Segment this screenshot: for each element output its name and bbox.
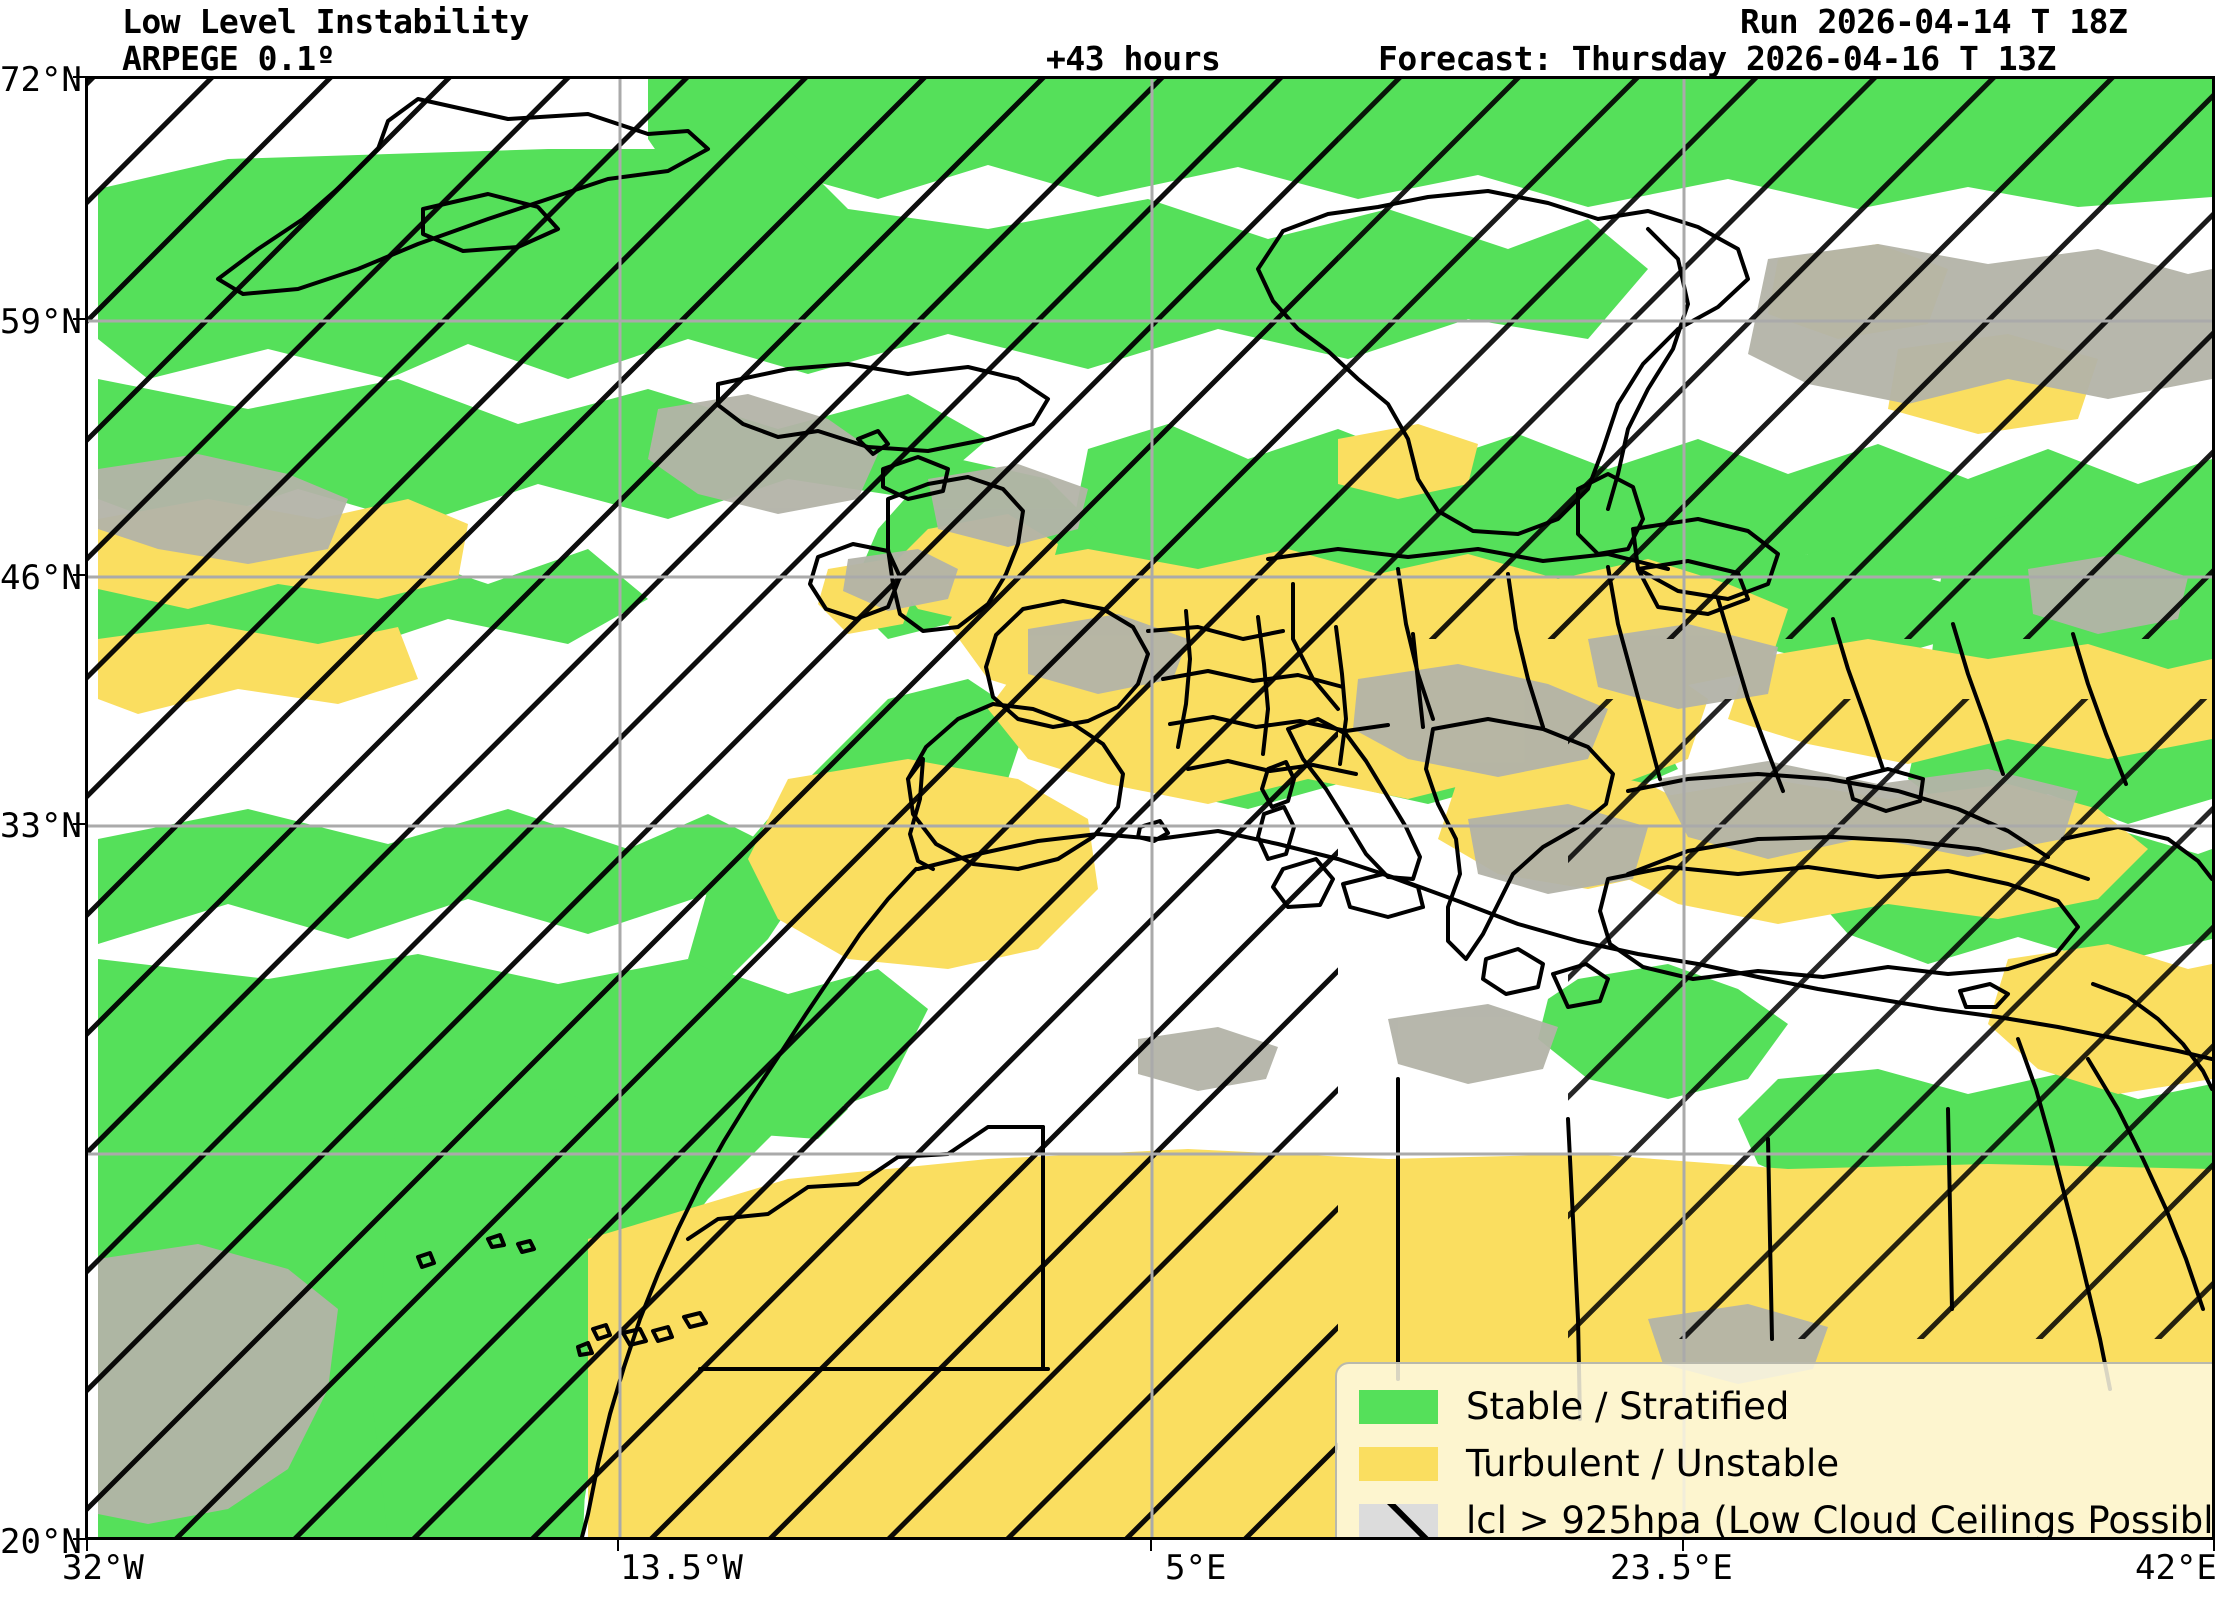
forecast-label: Forecast: Thursday 2026-04-16 T 13Z bbox=[1378, 39, 2056, 78]
x-tick-label-5e: 5°E bbox=[1165, 1548, 1227, 1588]
lead-time-label: +43 hours bbox=[1046, 39, 1221, 78]
x-tick-label-23-5e: 23.5°E bbox=[1610, 1548, 1733, 1588]
x-tick-label-13-5w: 13.5°W bbox=[620, 1548, 743, 1588]
run-time-label: Run 2026-04-14 T 18Z bbox=[1740, 2, 2128, 41]
legend-row-stable: Stable / Stratified bbox=[1359, 1378, 2212, 1435]
x-tick-label-42e: 42°E bbox=[2135, 1548, 2217, 1588]
y-tick-label-72n: 72°N bbox=[0, 60, 82, 100]
legend-row-lcl: lcl > 925hpa (Low Cloud Ceilings Possibl… bbox=[1359, 1492, 2215, 1540]
green-swatch bbox=[1359, 1389, 1438, 1424]
y-tickmark-46n bbox=[73, 574, 85, 576]
y-tick-label-46n: 46°N bbox=[0, 558, 82, 598]
legend-label-stable: Stable / Stratified bbox=[1466, 1385, 1790, 1428]
x-tickmark-23-5e bbox=[1682, 1540, 1684, 1551]
map-plot-area[interactable]: Stable / Stratified Turbulent / Unstable… bbox=[85, 76, 2215, 1540]
y-tick-label-33n: 33°N bbox=[0, 806, 82, 846]
legend-label-unstable: Turbulent / Unstable bbox=[1466, 1442, 1840, 1485]
hatch-swatch bbox=[1359, 1503, 1438, 1537]
x-tickmark-32w bbox=[86, 1540, 88, 1551]
x-tickmark-5e bbox=[1150, 1540, 1152, 1551]
coastlines-layer bbox=[216, 97, 2212, 1537]
y-tickmark-20n bbox=[73, 1538, 85, 1540]
y-tickmark-59n bbox=[73, 318, 85, 320]
model-label: ARPEGE 0.1º bbox=[122, 39, 336, 78]
graticule-layer bbox=[88, 79, 2212, 1537]
x-tick-label-32w: 32°W bbox=[62, 1548, 144, 1588]
map-legend: Stable / Stratified Turbulent / Unstable… bbox=[1335, 1362, 2215, 1540]
page-title: Low Level Instability bbox=[122, 2, 529, 41]
x-tickmark-42e bbox=[2213, 1540, 2215, 1551]
instability-map bbox=[88, 79, 2212, 1537]
yellow-swatch bbox=[1359, 1446, 1438, 1481]
lcl-hatch-layer bbox=[88, 79, 2212, 1537]
y-tick-label-59n: 59°N bbox=[0, 302, 82, 342]
legend-row-unstable: Turbulent / Unstable bbox=[1359, 1435, 2212, 1492]
y-tick-label-20n: 20°N bbox=[0, 1522, 82, 1562]
y-tickmark-72n bbox=[73, 76, 85, 78]
y-tickmark-33n bbox=[73, 823, 85, 825]
legend-label-lcl: lcl > 925hpa (Low Cloud Ceilings Possibl… bbox=[1466, 1499, 2215, 1540]
x-tickmark-13-5w bbox=[617, 1540, 619, 1551]
